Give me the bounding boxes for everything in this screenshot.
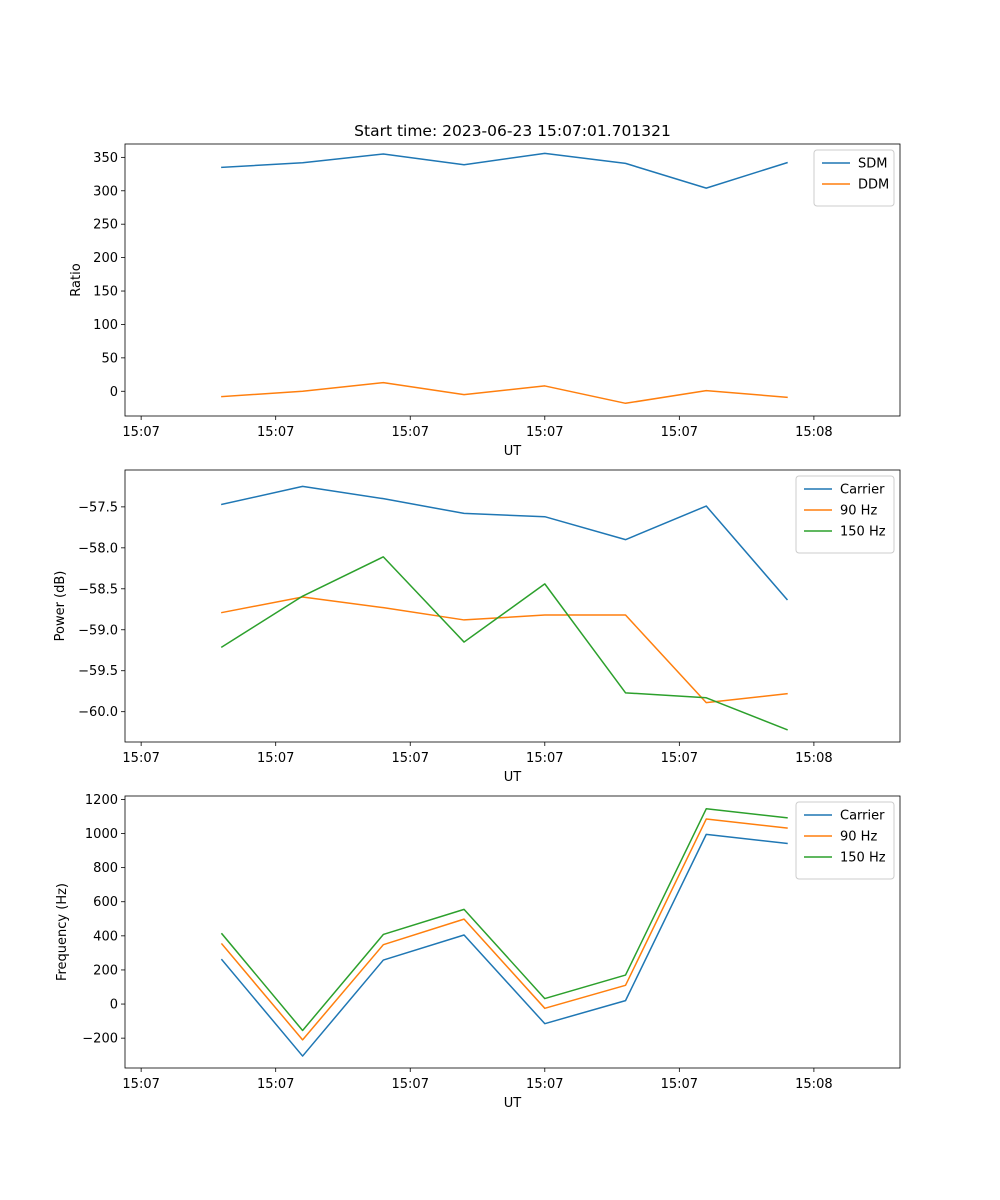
y-tick-label: 1200 bbox=[85, 793, 118, 808]
y-tick-label: 200 bbox=[93, 251, 118, 266]
y-tick-label: 400 bbox=[93, 929, 118, 944]
x-tick-label: 15:07 bbox=[661, 1077, 698, 1092]
y-axis-label: Ratio bbox=[69, 263, 84, 296]
x-tick-label: 15:07 bbox=[526, 425, 563, 440]
y-tick-label: 200 bbox=[93, 963, 118, 978]
y-tick-label: −200 bbox=[82, 1032, 118, 1047]
power-panel: 15:07 15:07 15:07 15:07 15:07 15:08 UT −60.0 −59… bbox=[53, 469, 901, 785]
y-tick-label: 350 bbox=[93, 151, 118, 166]
y-tick-label: −58.5 bbox=[78, 582, 118, 597]
y-tick-label: −59.0 bbox=[78, 623, 118, 638]
x-tick-label: 15:07 bbox=[122, 1077, 159, 1092]
series-line-carrier bbox=[220, 833, 788, 1057]
legend-label-150-hz: 150 Hz bbox=[840, 851, 886, 866]
series-group bbox=[220, 808, 788, 1057]
y-tick-label: 1000 bbox=[85, 827, 118, 842]
x-tick-label: 15:07 bbox=[392, 1077, 429, 1092]
y-tick-label: 800 bbox=[93, 861, 118, 876]
y-tick-label: 0 bbox=[110, 385, 118, 400]
series-line-sdm bbox=[221, 152, 788, 189]
x-tick-label: 15:08 bbox=[795, 751, 832, 766]
y-axis-label: Frequency (Hz) bbox=[55, 883, 70, 981]
x-tick-label: 15:07 bbox=[526, 1077, 563, 1092]
axes-frame bbox=[124, 795, 901, 1069]
legend-box bbox=[813, 149, 895, 207]
y-tick-label: 0 bbox=[110, 998, 118, 1013]
y-tick-label: −60.0 bbox=[78, 705, 118, 720]
y-tick-label: 600 bbox=[93, 895, 118, 910]
legend-label-sdm: SDM bbox=[858, 157, 887, 172]
y-tick-label: 250 bbox=[93, 218, 118, 233]
legend-label-ddm: DDM bbox=[858, 178, 889, 193]
x-tick-label: 15:07 bbox=[661, 425, 698, 440]
series-line-90-hz bbox=[221, 596, 788, 704]
y-tick-label: 50 bbox=[101, 351, 118, 366]
legend-box bbox=[795, 475, 895, 554]
legend: SDM DDM bbox=[813, 149, 895, 207]
y-tick-label: 300 bbox=[93, 184, 118, 199]
axes-frame bbox=[124, 143, 901, 417]
legend: Carrier 90 Hz 150 Hz bbox=[795, 801, 895, 880]
frequency-panel: 15:07 15:07 15:07 15:07 15:07 15:08 UT −200 0 200… bbox=[55, 793, 901, 1111]
x-tick-label: 15:07 bbox=[661, 751, 698, 766]
figure-title: Start time: 2023-06-23 15:07:01.701321 bbox=[354, 122, 671, 140]
axes-frame bbox=[124, 469, 901, 743]
series-group bbox=[220, 485, 789, 731]
y-axis-label: Power (dB) bbox=[53, 571, 68, 642]
x-tick-label: 15:07 bbox=[122, 751, 159, 766]
x-tick-label: 15:07 bbox=[257, 1077, 294, 1092]
legend-label-carrier: Carrier bbox=[840, 483, 885, 498]
y-tick-label: −57.5 bbox=[78, 500, 118, 515]
legend-label-carrier: Carrier bbox=[840, 809, 885, 824]
x-tick-label: 15:07 bbox=[122, 425, 159, 440]
series-line-90-hz bbox=[220, 818, 788, 1041]
series-line-150-hz bbox=[220, 556, 788, 731]
legend-label-150-hz: 150 Hz bbox=[840, 525, 886, 540]
ratio-panel: 15:07 15:07 15:07 15:07 15:07 15:08 UT 0 50 100 15… bbox=[69, 143, 901, 459]
x-axis-label: UT bbox=[504, 1096, 522, 1111]
x-tick-label: 15:07 bbox=[392, 751, 429, 766]
series-line-150-hz bbox=[220, 808, 788, 1032]
series-group bbox=[221, 152, 788, 405]
y-tick-label: −58.0 bbox=[78, 541, 118, 556]
series-line-ddm bbox=[221, 381, 788, 405]
x-axis-label: UT bbox=[504, 444, 522, 459]
x-axis-label: UT bbox=[504, 770, 522, 785]
x-tick-label: 15:07 bbox=[526, 751, 563, 766]
y-tick-label: 100 bbox=[93, 318, 118, 333]
x-tick-label: 15:08 bbox=[795, 425, 832, 440]
x-tick-label: 15:07 bbox=[392, 425, 429, 440]
x-tick-label: 15:07 bbox=[257, 425, 294, 440]
x-tick-label: 15:08 bbox=[795, 1077, 832, 1092]
legend: Carrier 90 Hz 150 Hz bbox=[795, 475, 895, 554]
x-tick-label: 15:07 bbox=[257, 751, 294, 766]
legend-label-90-hz: 90 Hz bbox=[840, 830, 877, 845]
y-tick-label: 150 bbox=[93, 285, 118, 300]
y-tick-label: −59.5 bbox=[78, 664, 118, 679]
legend-box bbox=[795, 801, 895, 880]
legend-label-90-hz: 90 Hz bbox=[840, 504, 877, 519]
series-line-carrier bbox=[220, 485, 789, 601]
